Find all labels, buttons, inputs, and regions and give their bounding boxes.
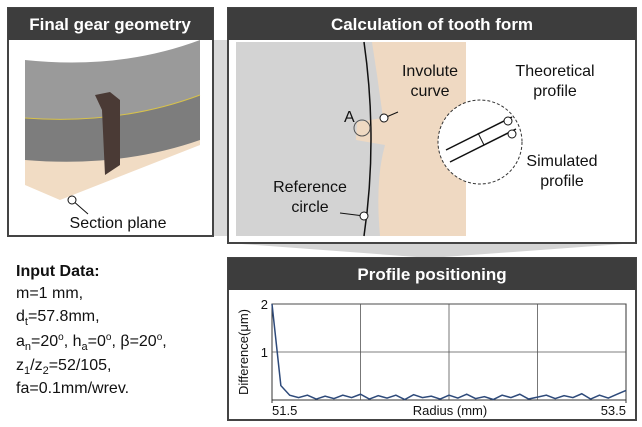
y-tick-label: 1: [261, 345, 268, 360]
y-tick-label: 2: [261, 297, 268, 312]
geometry-panel: Final gear geometry Section plane: [8, 8, 213, 236]
x-axis-label: Radius (mm): [413, 403, 487, 418]
label: Section plane: [70, 215, 167, 232]
x-tick-label: 51.5: [272, 403, 297, 418]
magnifier: [438, 100, 522, 184]
input-line: fa=0.1mm/wrev.: [16, 380, 129, 397]
input-line: z1/z2=52/105,: [16, 357, 111, 377]
input-line: m=1 mm,: [16, 285, 83, 302]
marker: [68, 196, 76, 204]
connector: [228, 243, 636, 258]
marker: [508, 130, 516, 138]
x-tick-label: 53.5: [601, 403, 626, 418]
connector: [213, 40, 228, 236]
panel-title: Profile positioning: [357, 265, 506, 284]
panel-title: Final gear geometry: [29, 15, 191, 34]
input-title: Input Data:: [16, 263, 100, 280]
panel-title: Calculation of tooth form: [331, 15, 533, 34]
marker: [504, 117, 512, 125]
input-line: dt=57.8mm,: [16, 308, 100, 328]
marker: [380, 114, 388, 122]
input-line: an=20o, ha=0o, β=20o,: [16, 332, 167, 353]
point-label: A: [344, 109, 355, 126]
input-data: Input Data: m=1 mm, dt=57.8mm, an=20o, h…: [16, 263, 167, 397]
y-axis-label: Difference(μm): [236, 309, 251, 395]
marker: [360, 212, 368, 220]
figure: Final gear geometry Section plane Calcul…: [0, 0, 642, 427]
